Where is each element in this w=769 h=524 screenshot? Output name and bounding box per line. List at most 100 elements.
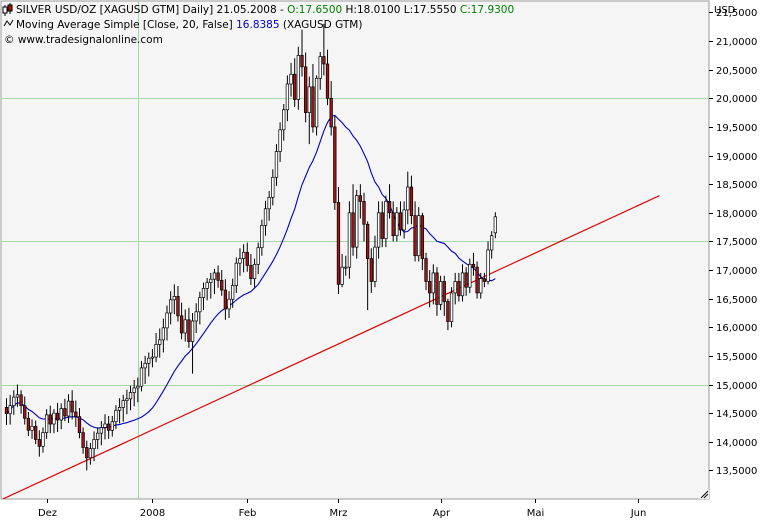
candle-body <box>114 409 118 423</box>
candle <box>249 254 253 285</box>
candle <box>15 384 20 407</box>
candle-body <box>460 272 465 297</box>
candle <box>307 76 311 145</box>
candle-body <box>293 73 297 100</box>
candle-body <box>438 281 443 305</box>
candle <box>285 75 290 122</box>
candle-body <box>220 279 224 291</box>
price-tick-label: 19,0000 <box>716 152 757 163</box>
candle <box>391 201 395 242</box>
candle-body <box>380 212 384 239</box>
candle-body <box>311 86 315 128</box>
candle-body <box>172 296 176 301</box>
candle-body <box>420 215 425 259</box>
currency-label: USD <box>714 5 736 16</box>
candle-body <box>132 387 136 393</box>
candle-body <box>15 394 20 398</box>
candle-body <box>66 400 71 417</box>
ma-legend-icon <box>3 19 14 27</box>
candle <box>329 81 333 136</box>
candle <box>493 212 497 239</box>
candle-body <box>406 186 410 211</box>
candle-body <box>209 278 213 283</box>
candle <box>74 400 78 427</box>
candle <box>424 252 428 291</box>
candle <box>81 427 85 454</box>
candle-body <box>201 288 206 298</box>
candle <box>340 254 344 288</box>
candle <box>161 318 166 353</box>
candle-body <box>282 109 286 131</box>
price-tick-label: 15,0000 <box>716 381 757 392</box>
candle <box>260 219 264 256</box>
candle-body <box>179 315 184 334</box>
candle <box>92 431 96 462</box>
candle <box>351 184 355 256</box>
candle-body <box>358 195 363 202</box>
candle <box>183 309 187 342</box>
candle-body <box>475 266 479 294</box>
candle-body <box>150 356 155 359</box>
candle-body <box>26 417 31 431</box>
candle <box>413 201 417 262</box>
candle <box>23 396 27 425</box>
candle-body <box>44 414 49 433</box>
candle <box>490 231 494 259</box>
candle-body <box>74 411 78 417</box>
candle <box>70 390 74 420</box>
time-tick-label: 2008 <box>140 508 165 519</box>
price-tick-label: 21,5000 <box>716 8 757 19</box>
candle <box>216 265 220 288</box>
candle-body <box>369 258 373 282</box>
scroll-corner-icon[interactable] <box>700 490 709 499</box>
candle <box>387 184 392 219</box>
candle <box>486 241 490 285</box>
grid-lines <box>1 1 709 499</box>
candle <box>475 261 479 299</box>
candle-body <box>398 212 403 231</box>
candle <box>48 405 52 434</box>
candle-body <box>169 299 173 314</box>
candle <box>165 305 169 341</box>
candle <box>85 440 89 471</box>
candle <box>274 144 279 186</box>
candle <box>325 49 330 106</box>
header-ma-value: 16.8385 <box>236 19 279 31</box>
candle-body <box>249 265 253 279</box>
time-axis[interactable]: Dez 2008 Feb Mrz Apr Mai Jun <box>38 499 646 519</box>
candle <box>395 207 399 242</box>
header-copyright: © www.tradesignalonline.com <box>4 34 163 46</box>
candle <box>201 282 206 311</box>
plot-area[interactable] <box>0 0 710 500</box>
price-tick-label: 17,5000 <box>716 237 757 248</box>
candle <box>347 201 352 279</box>
candle-body <box>165 312 169 329</box>
candle <box>471 252 476 276</box>
candle <box>238 248 242 276</box>
candle <box>154 333 158 363</box>
candle-body <box>493 216 497 234</box>
candle-body <box>241 251 246 259</box>
candle <box>198 291 202 325</box>
candle-body <box>161 327 166 341</box>
candle <box>19 390 23 414</box>
candle <box>428 270 432 308</box>
candle <box>384 195 388 248</box>
candle-body <box>59 408 63 421</box>
candle-body <box>409 186 414 217</box>
candle <box>322 23 326 76</box>
candle-body <box>52 412 56 425</box>
candle <box>52 409 56 434</box>
candle-body <box>267 196 271 210</box>
candle <box>267 191 271 221</box>
candle-body <box>314 77 319 128</box>
price-tick-label: 21,0000 <box>716 37 757 48</box>
candle-body <box>355 195 359 248</box>
candle <box>220 270 224 296</box>
candle <box>409 175 414 225</box>
candle-body <box>435 272 439 305</box>
candle <box>227 291 231 319</box>
candle <box>442 275 446 316</box>
price-axis[interactable]: 13,5000 14,0000 14,5000 15,0000 15,5000 16,00… <box>709 8 757 477</box>
